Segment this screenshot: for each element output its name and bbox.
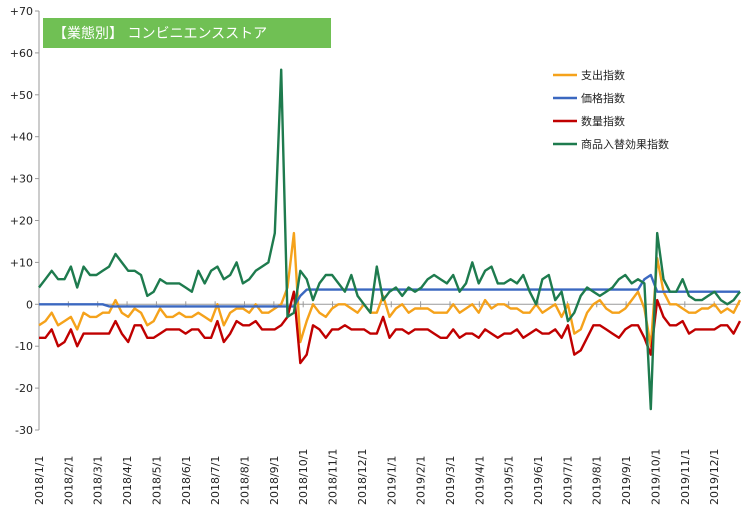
x-tick-label: 2019/8/1 — [591, 456, 604, 505]
x-tick-label: 2019/6/1 — [532, 456, 545, 505]
x-tick-label: 2018/8/1 — [238, 456, 251, 505]
y-axis: -30 -20 -10 0 +10 +20 +30 +40 +50 +60 +70 — [10, 5, 40, 437]
x-tick-label: 2019/12/1 — [708, 449, 721, 505]
legend-label: 商品入替効果指数 — [581, 137, 669, 151]
x-tick-label: 2018/2/1 — [62, 456, 75, 505]
x-tick-label: 2019/7/1 — [561, 456, 574, 505]
x-tick-label: 2019/4/1 — [473, 456, 486, 505]
legend-label: 数量指数 — [581, 114, 625, 128]
x-tick-label: 2018/10/1 — [297, 449, 310, 505]
legend-label: 価格指数 — [581, 91, 625, 105]
chart-title-background — [43, 18, 331, 48]
x-tick-label: 2019/10/1 — [649, 449, 662, 505]
x-tick-label: 2018/9/1 — [268, 456, 281, 505]
x-tick-label: 2018/12/1 — [356, 449, 369, 505]
y-tick-label: +50 — [10, 89, 33, 102]
x-tick-label: 2018/1/1 — [33, 456, 46, 505]
legend-label: 支出指数 — [581, 68, 625, 82]
y-tick-label: +70 — [10, 5, 33, 18]
x-tick-label: 2018/6/1 — [180, 456, 193, 505]
x-axis: 2018/1/1 2018/2/1 2018/3/1 2018/4/1 2018/5/1… — [33, 301, 740, 505]
y-tick-label: +60 — [10, 47, 33, 60]
x-tick-label: 2019/9/1 — [620, 456, 633, 505]
series-line-2 — [39, 290, 742, 365]
series-layer — [38, 68, 742, 411]
y-tick-label: -20 — [15, 382, 33, 395]
x-tick-label: 2019/2/1 — [415, 456, 428, 505]
x-tick-label: 2019/5/1 — [503, 456, 516, 505]
series-line-3 — [38, 68, 741, 411]
y-tick-label: -10 — [15, 340, 33, 353]
y-tick-label: +30 — [10, 173, 33, 186]
y-tick-label: +10 — [10, 256, 33, 269]
x-tick-label: 2019/3/1 — [444, 456, 457, 505]
x-tick-label: 2019/11/1 — [679, 449, 692, 505]
y-tick-label: -30 — [15, 424, 33, 437]
x-tick-label: 2018/4/1 — [121, 456, 134, 505]
x-tick-label: 2018/7/1 — [209, 456, 222, 505]
x-tick-label: 2018/3/1 — [92, 456, 105, 505]
x-tick-label: 2018/5/1 — [150, 456, 163, 505]
chart-title: 【業態別】 コンビニエンスストア — [53, 26, 267, 42]
series-line-1 — [39, 273, 740, 308]
x-tick-label: 2018/11/1 — [327, 449, 340, 505]
y-tick-label: +20 — [10, 215, 33, 228]
y-tick-label: 0 — [26, 298, 33, 311]
x-tick-label: 2019/1/1 — [385, 456, 398, 505]
y-tick-label: +40 — [10, 131, 33, 144]
series-line-0 — [38, 231, 742, 348]
chart-title-box: 【業態別】 コンビニエンスストア — [43, 18, 331, 48]
